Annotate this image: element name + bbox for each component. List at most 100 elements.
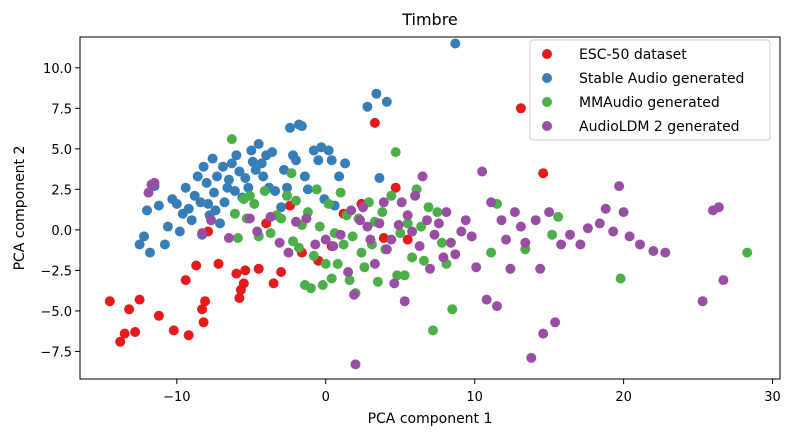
point-stable-audio [226,158,237,169]
point-mmaudio [372,276,383,287]
point-esc50 [253,263,264,274]
point-stable-audio [195,197,206,208]
legend-marker-esc50 [542,49,552,59]
point-stable-audio [291,155,301,166]
point-stable-audio [203,198,214,209]
point-stable-audio [189,190,200,201]
point-esc50 [183,330,194,341]
point-audioldm2 [718,275,729,286]
point-mmaudio [226,134,237,145]
point-mmaudio [359,262,370,273]
point-mmaudio [553,211,564,222]
point-audioldm2 [320,234,331,245]
x-tick-label: 30 [764,390,781,405]
y-tick-label: 0.0 [51,224,72,239]
y-tick-label: −5.0 [40,305,72,320]
point-stable-audio [201,177,212,188]
point-audioldm2 [346,205,357,216]
point-esc50 [119,328,130,339]
point-mmaudio [259,186,270,196]
point-audioldm2 [492,301,502,312]
point-mmaudio [486,247,497,258]
y-tick-label: −2.5 [40,264,72,279]
x-tick-label: −10 [163,390,190,405]
point-esc50 [104,296,115,307]
point-stable-audio [285,122,295,133]
point-mmaudio [282,190,292,201]
point-audioldm2 [438,252,449,263]
point-stable-audio [253,139,264,149]
point-stable-audio [145,247,155,258]
point-stable-audio [240,173,251,183]
point-audioldm2 [386,234,397,245]
point-stable-audio [219,197,230,208]
point-mmaudio [338,239,349,250]
point-mmaudio [447,304,458,315]
point-esc50 [153,310,164,321]
point-audioldm2 [530,215,541,226]
point-audioldm2 [535,263,546,274]
point-stable-audio [250,164,261,175]
point-stable-audio [362,101,373,112]
point-mmaudio [390,147,401,158]
point-esc50 [213,258,224,269]
point-esc50 [538,168,549,179]
point-mmaudio [428,325,438,336]
point-stable-audio [334,171,345,182]
legend-label-mmaudio: MMAudio generated [579,95,720,111]
point-mmaudio [291,195,301,206]
point-stable-audio [270,186,281,196]
point-audioldm2 [594,218,605,229]
point-audioldm2 [445,237,456,248]
point-esc50 [115,336,126,347]
point-audioldm2 [149,177,160,188]
point-audioldm2 [328,241,339,252]
y-tick-label: −7.5 [40,345,72,360]
point-audioldm2 [389,278,400,289]
point-mmaudio [344,275,355,286]
point-esc50 [124,304,135,315]
y-axis-label: PCA component 2 [12,146,28,271]
point-mmaudio [314,221,325,232]
point-audioldm2 [358,202,368,213]
point-stable-audio [302,184,313,195]
point-esc50 [198,317,209,328]
point-stable-audio [162,221,173,232]
point-mmaudio [347,231,358,242]
point-audioldm2 [526,352,537,363]
point-audioldm2 [648,246,659,256]
point-audioldm2 [433,218,444,229]
point-audioldm2 [486,197,497,208]
point-stable-audio [279,164,289,175]
point-stable-audio [374,173,385,183]
point-audioldm2 [365,234,376,245]
point-mmaudio [386,190,397,201]
point-mmaudio [249,198,260,209]
point-audioldm2 [197,228,208,239]
point-esc50 [200,296,211,307]
point-stable-audio [243,182,254,193]
point-audioldm2 [381,244,392,255]
point-audioldm2 [378,197,389,208]
point-audioldm2 [450,249,461,260]
point-audioldm2 [608,226,619,237]
point-audioldm2 [600,203,611,214]
point-audioldm2 [310,239,321,250]
point-mmaudio [305,283,316,294]
point-audioldm2 [456,226,467,237]
point-audioldm2 [618,207,629,218]
point-mmaudio [423,202,434,213]
point-esc50 [130,327,141,337]
point-audioldm2 [660,247,671,258]
point-stable-audio [450,38,461,49]
point-stable-audio [198,161,209,172]
point-audioldm2 [575,239,586,250]
point-stable-audio [212,171,222,182]
point-audioldm2 [417,171,428,182]
point-audioldm2 [505,263,516,274]
point-esc50 [378,233,389,243]
point-stable-audio [326,155,337,166]
point-audioldm2 [520,237,531,248]
point-mmaudio [323,198,334,209]
point-stable-audio [299,171,310,182]
